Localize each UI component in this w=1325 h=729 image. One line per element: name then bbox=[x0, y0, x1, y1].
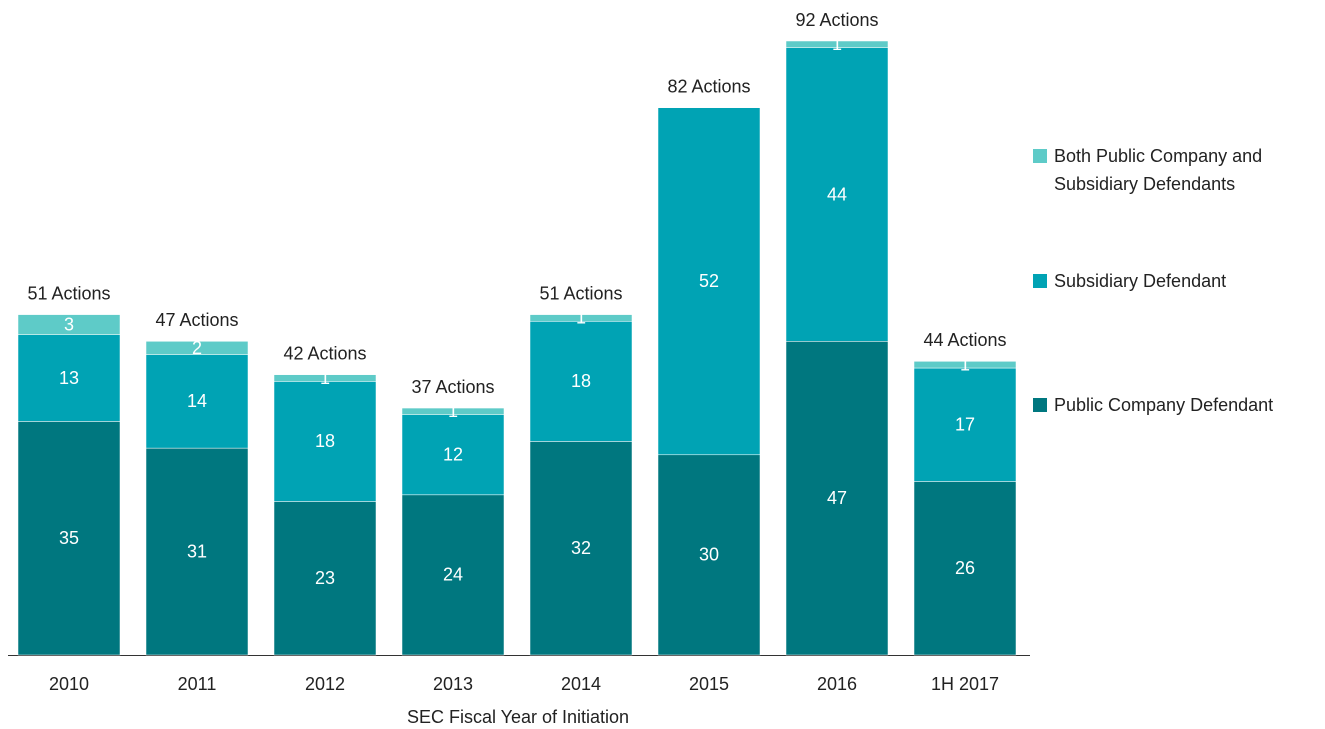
data-label: 44 bbox=[827, 184, 847, 204]
legend-item: Public Company Defendant bbox=[1033, 391, 1323, 419]
bar-segment bbox=[785, 40, 889, 48]
data-label: 1 bbox=[448, 401, 458, 421]
x-tick-label: 2013 bbox=[433, 674, 473, 694]
legend-item: Subsidiary Defendant bbox=[1033, 267, 1323, 295]
bar-segment bbox=[145, 354, 249, 449]
bar-segment bbox=[145, 341, 249, 355]
legend-item: Both Public Company and Subsidiary Defen… bbox=[1033, 142, 1323, 198]
data-label: 32 bbox=[571, 538, 591, 558]
total-label: 51 Actions bbox=[27, 283, 110, 303]
data-label: 30 bbox=[699, 545, 719, 565]
total-label: 82 Actions bbox=[667, 76, 750, 96]
data-label: 24 bbox=[443, 565, 463, 585]
total-label: 42 Actions bbox=[283, 343, 366, 363]
data-label: 23 bbox=[315, 568, 335, 588]
bar-segment bbox=[529, 314, 633, 322]
bar-segment bbox=[401, 494, 505, 656]
x-axis-title: SEC Fiscal Year of Initiation bbox=[407, 707, 629, 727]
bar-segment bbox=[273, 381, 377, 502]
data-label: 35 bbox=[59, 528, 79, 548]
data-label: 14 bbox=[187, 391, 207, 411]
data-label: 17 bbox=[955, 415, 975, 435]
data-label: 52 bbox=[699, 271, 719, 291]
legend-label: Public Company Defendant bbox=[1054, 395, 1274, 415]
legend-swatch bbox=[1033, 398, 1047, 412]
bar-segment bbox=[401, 407, 505, 415]
legend-swatch bbox=[1033, 274, 1047, 288]
data-label: 13 bbox=[59, 368, 79, 388]
legend-label: Both Public Company and Subsidiary Defen… bbox=[1054, 146, 1263, 194]
x-tick-label: 2015 bbox=[689, 674, 729, 694]
bar-segment bbox=[785, 47, 889, 342]
legend-label: Subsidiary Defendant bbox=[1054, 271, 1227, 291]
x-tick-label: 1H 2017 bbox=[931, 674, 999, 694]
total-label: 37 Actions bbox=[411, 377, 494, 397]
data-label: 12 bbox=[443, 445, 463, 465]
data-label: 2 bbox=[192, 338, 202, 358]
data-label: 1 bbox=[320, 368, 330, 388]
bar-segment bbox=[273, 374, 377, 382]
bar-segment bbox=[273, 501, 377, 656]
x-tick-label: 2011 bbox=[178, 674, 217, 694]
x-tick-label: 2014 bbox=[561, 674, 601, 694]
bar-segment bbox=[913, 481, 1017, 656]
legend-swatch bbox=[1033, 149, 1047, 163]
total-label: 51 Actions bbox=[539, 283, 622, 303]
x-tick-label: 2010 bbox=[49, 674, 89, 694]
bar-segment bbox=[529, 321, 633, 442]
data-label: 18 bbox=[315, 431, 335, 451]
bar-segment bbox=[913, 367, 1017, 482]
bar-segment bbox=[401, 414, 505, 496]
data-label: 1 bbox=[832, 34, 842, 54]
bar-segment bbox=[145, 447, 249, 656]
data-label: 47 bbox=[827, 488, 847, 508]
data-label: 31 bbox=[187, 541, 207, 561]
bar-segment bbox=[17, 314, 121, 335]
data-label: 3 bbox=[64, 314, 74, 334]
data-label: 26 bbox=[955, 558, 975, 578]
bar-segment bbox=[785, 341, 889, 656]
bar-segment bbox=[657, 454, 761, 656]
bar-segment bbox=[657, 107, 761, 456]
total-label: 92 Actions bbox=[795, 10, 878, 30]
x-tick-label: 2012 bbox=[305, 674, 345, 694]
bar-segment bbox=[529, 441, 633, 656]
data-label: 18 bbox=[571, 371, 591, 391]
data-label: 1 bbox=[960, 354, 970, 374]
data-label: 1 bbox=[576, 308, 586, 328]
bar-segment bbox=[17, 334, 121, 422]
x-tick-label: 2016 bbox=[817, 674, 857, 694]
bar-segment bbox=[913, 361, 1017, 369]
total-label: 47 Actions bbox=[155, 310, 238, 330]
bar-segment bbox=[17, 421, 121, 656]
total-label: 44 Actions bbox=[923, 330, 1006, 350]
